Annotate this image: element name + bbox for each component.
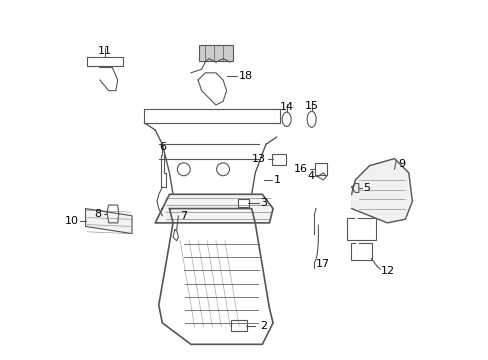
Polygon shape: [351, 158, 411, 223]
Text: 9: 9: [397, 158, 405, 168]
Ellipse shape: [282, 112, 290, 126]
Text: 17: 17: [315, 259, 329, 269]
Ellipse shape: [306, 111, 315, 127]
Text: 14: 14: [279, 102, 293, 112]
Text: 18: 18: [239, 71, 253, 81]
Text: 10: 10: [64, 216, 78, 226]
Text: 2: 2: [260, 321, 267, 331]
Text: 16: 16: [293, 164, 307, 174]
FancyBboxPatch shape: [238, 199, 248, 207]
Text: 7: 7: [180, 211, 187, 221]
Text: 4: 4: [306, 171, 313, 181]
Text: 13: 13: [251, 154, 265, 164]
Polygon shape: [85, 208, 132, 234]
Polygon shape: [155, 194, 272, 223]
FancyBboxPatch shape: [346, 218, 375, 240]
Text: 1: 1: [274, 175, 281, 185]
FancyBboxPatch shape: [272, 154, 285, 165]
FancyBboxPatch shape: [350, 243, 372, 260]
Text: 6: 6: [159, 142, 165, 152]
Text: 15: 15: [304, 102, 318, 111]
Text: 8: 8: [94, 209, 102, 219]
Text: 5: 5: [363, 183, 369, 193]
FancyBboxPatch shape: [231, 320, 246, 331]
Text: 3: 3: [260, 198, 267, 208]
Text: 11: 11: [98, 46, 112, 56]
FancyBboxPatch shape: [314, 163, 326, 175]
Text: 12: 12: [381, 266, 395, 276]
FancyBboxPatch shape: [198, 45, 233, 62]
